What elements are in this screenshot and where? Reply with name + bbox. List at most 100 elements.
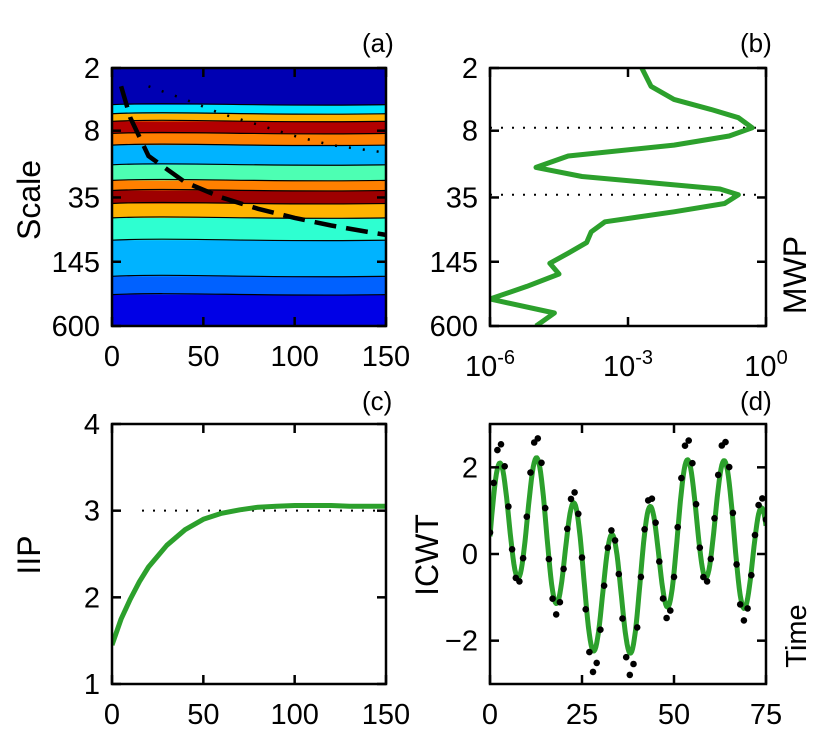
icwt-marker bbox=[637, 573, 645, 581]
b-ytick-label-2: 35 bbox=[446, 182, 478, 214]
heat-band-0 bbox=[112, 68, 386, 106]
icwt-marker bbox=[692, 500, 700, 508]
icwt-marker bbox=[685, 437, 692, 444]
panel-c-tag: (c) bbox=[362, 386, 392, 416]
d-ytick-label-2: 2 bbox=[462, 452, 478, 484]
panel-b-plot bbox=[490, 68, 755, 326]
b-ytick-label-3: 145 bbox=[430, 247, 478, 279]
panel-d: 0 25 50 75 −2 0 2 (d) ICWT Time bbox=[409, 386, 813, 731]
b-ytick-label-4: 600 bbox=[430, 311, 478, 343]
panel-a-ticks: 0 50 100 150 2 8 35 145 600 bbox=[52, 53, 411, 373]
contour-line-13 bbox=[112, 293, 386, 296]
icwt-marker bbox=[678, 474, 685, 482]
icwt-marker bbox=[696, 544, 704, 551]
b-ytick-label-0: 2 bbox=[462, 53, 478, 85]
icwt-line bbox=[490, 455, 766, 656]
icwt-marker bbox=[575, 510, 582, 518]
icwt-marker bbox=[508, 546, 516, 553]
icwt-marker bbox=[497, 441, 505, 448]
a-ytick-label-2: 35 bbox=[68, 182, 100, 214]
icwt-marker bbox=[586, 648, 593, 656]
icwt-marker bbox=[722, 438, 729, 446]
c-ytick-label-3: 4 bbox=[84, 409, 100, 441]
icwt-marker bbox=[516, 578, 523, 585]
icwt-marker bbox=[663, 614, 670, 622]
panel-b: 10-6 10-3 100 2 8 35 145 600 (b) MWP bbox=[430, 28, 813, 383]
icwt-marker bbox=[670, 573, 678, 581]
icwt-marker bbox=[552, 611, 560, 618]
heat-band-12 bbox=[112, 276, 386, 296]
icwt-marker bbox=[711, 515, 718, 522]
icwt-marker bbox=[740, 617, 748, 624]
contour-line-9 bbox=[112, 201, 386, 205]
icwt-marker bbox=[611, 537, 619, 544]
icwt-marker bbox=[674, 523, 681, 531]
icwt-marker bbox=[729, 509, 737, 517]
d-ytick-label-1: 0 bbox=[462, 539, 478, 571]
panel-b-ticks: 10-6 10-3 100 2 8 35 145 600 bbox=[430, 53, 788, 383]
icwt-marker bbox=[689, 459, 696, 467]
icwt-marker bbox=[630, 660, 637, 668]
panel-c: 0 50 100 150 1 2 3 4 (c) IIP bbox=[11, 386, 410, 731]
icwt-marker bbox=[519, 554, 527, 562]
panel-b-reference-lines bbox=[490, 126, 766, 196]
heat-band-10 bbox=[112, 217, 386, 241]
panel-a-ylabel: Scale bbox=[11, 160, 47, 240]
c-xtick-label-3: 150 bbox=[362, 699, 410, 731]
icwt-marker bbox=[652, 519, 659, 526]
heat-band-3 bbox=[112, 121, 386, 134]
panel-a: 0 50 100 150 2 8 35 145 600 (a) Scale bbox=[11, 28, 410, 373]
heat-band-11 bbox=[112, 240, 386, 277]
icwt-marker bbox=[641, 526, 648, 533]
icwt-marker bbox=[759, 495, 766, 502]
a-ytick-label-1: 8 bbox=[84, 116, 100, 148]
icwt-marker bbox=[633, 624, 641, 631]
c-xtick-label-1: 50 bbox=[187, 699, 219, 731]
contour-line-5 bbox=[112, 143, 386, 147]
icwt-marker bbox=[538, 459, 545, 467]
contour-line-11 bbox=[112, 238, 386, 242]
panel-a-tag: (a) bbox=[362, 28, 394, 58]
cone-of-influence bbox=[118, 85, 386, 238]
iip-line bbox=[112, 503, 386, 646]
icwt-marker bbox=[593, 659, 600, 667]
b-ytick-label-1: 8 bbox=[462, 116, 478, 148]
icwt-marker bbox=[527, 469, 534, 476]
panel-b-ylabel: MWP bbox=[777, 236, 813, 314]
icwt-marker bbox=[597, 626, 604, 633]
d-xtick-label-2: 50 bbox=[658, 699, 690, 731]
icwt-marker bbox=[556, 598, 564, 606]
icwt-marker bbox=[549, 595, 556, 602]
heat-band-2 bbox=[112, 113, 386, 122]
coi-dashed-line bbox=[118, 85, 386, 238]
icwt-marker bbox=[567, 495, 575, 503]
a-ytick-label-0: 2 bbox=[84, 53, 100, 85]
icwt-marker bbox=[523, 513, 531, 520]
contour-line-12 bbox=[112, 274, 386, 278]
contour-line-7 bbox=[112, 178, 386, 182]
d-xtick-label-0: 0 bbox=[482, 699, 498, 731]
c-xtick-label-2: 100 bbox=[270, 699, 318, 731]
panel-c-plot bbox=[112, 503, 386, 646]
c-ytick-label-0: 1 bbox=[84, 669, 100, 701]
icwt-marker bbox=[564, 525, 571, 533]
panel-b-tag: (b) bbox=[740, 28, 772, 58]
icwt-marker bbox=[534, 435, 542, 442]
icwt-marker bbox=[501, 463, 509, 470]
icwt-marker bbox=[608, 527, 615, 534]
d-xtick-label-3: 75 bbox=[750, 699, 782, 731]
icwt-marker bbox=[714, 471, 722, 479]
contour-lines bbox=[112, 103, 386, 296]
b-xtick-label-1: 10-3 bbox=[603, 347, 653, 383]
a-ytick-label-3: 145 bbox=[52, 247, 100, 279]
heat-band-8 bbox=[112, 190, 386, 205]
icwt-marker bbox=[604, 544, 612, 551]
icwt-marker bbox=[541, 504, 549, 512]
panel-d-ylabel: ICWT bbox=[409, 514, 445, 596]
panel-c-ylabel: IIP bbox=[11, 535, 47, 574]
heat-band-9 bbox=[112, 203, 386, 219]
icwt-marker bbox=[707, 555, 715, 563]
icwt-marker bbox=[578, 554, 586, 561]
icwt-marker bbox=[582, 606, 589, 613]
